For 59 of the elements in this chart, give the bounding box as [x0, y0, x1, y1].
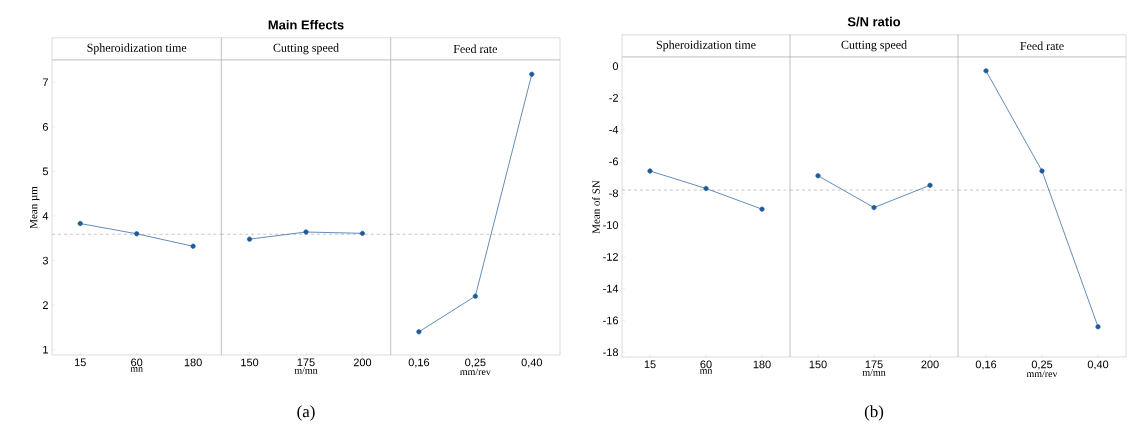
x-tick-label: 15 [74, 358, 86, 367]
y-axis-title: Mean of SN [591, 180, 600, 234]
x-axis-title: mn [699, 369, 713, 374]
point [759, 206, 765, 212]
point [190, 243, 196, 249]
x-tick-label: 200 [353, 358, 372, 367]
x-tick-label: 0,40 [1087, 360, 1109, 370]
chart-subtitle: Feed rate [453, 44, 497, 53]
y-axis-title: Mean µm [30, 186, 40, 229]
chart-subtitle: Cutting speed [273, 43, 339, 55]
x-tick-label: 180 [753, 360, 771, 369]
x-tick-label: 150 [241, 358, 259, 367]
text: (a) [297, 405, 315, 421]
y-tick-label: 2 [42, 301, 48, 309]
x-axis-title: mn [130, 367, 143, 372]
y-tick-label: -4 [609, 125, 619, 134]
x-tick-label: 175 [865, 360, 883, 369]
x-tick-label: 0,16 [408, 358, 430, 368]
y-tick-label: -16 [603, 316, 618, 325]
x-tick-label: 15 [644, 360, 656, 369]
y-tick-label: 0 [612, 62, 619, 70]
x-tick-label: 180 [184, 358, 202, 367]
point [703, 185, 709, 192]
y-tick-label: 1 [43, 345, 48, 354]
x-axis-title: mm/rev [1026, 370, 1058, 378]
y-tick-label: 7 [42, 78, 48, 87]
x-tick-label: 60 [700, 360, 712, 369]
x-tick-label: 200 [921, 360, 939, 369]
y-tick-label: -12 [603, 253, 618, 261]
y-tick-label: -14 [603, 284, 619, 293]
chart-title: S/N ratio [847, 16, 901, 27]
text: (b) [864, 405, 884, 421]
y-tick-label: 4 [42, 212, 49, 220]
x-tick-label: 150 [809, 360, 827, 369]
y-tick-label: 6 [42, 122, 48, 131]
y-tick-label: -18 [603, 348, 618, 357]
y-tick-label: -2 [609, 94, 618, 102]
point [77, 220, 83, 227]
y-tick-label: 5 [42, 167, 49, 176]
y-tick-label: -8 [609, 189, 618, 198]
chart-subtitle: Cutting speed [841, 40, 907, 52]
chart-subtitle: Spheroidization time [656, 40, 756, 52]
chart-subtitle: Feed rate [1020, 41, 1064, 50]
point [647, 168, 653, 174]
y-tick-label: -6 [609, 157, 618, 166]
y-tick-label: -10 [603, 221, 619, 229]
point [134, 231, 140, 237]
x-axis-title: mm/rev [460, 368, 491, 376]
chart-subtitle: Spheroidization time [87, 43, 187, 55]
x-tick-label: 0,16 [975, 360, 997, 370]
x-tick-label: 60 [131, 358, 143, 367]
x-tick-label: 175 [297, 358, 315, 367]
chart-title: Main Effects [268, 19, 344, 30]
y-tick-label: 3 [42, 256, 48, 265]
x-tick-label: 0,25 [1031, 360, 1053, 370]
x-tick-label: 0,40 [521, 358, 543, 368]
x-axis-title: m/mn [294, 367, 318, 374]
x-tick-label: 0,25 [465, 358, 486, 368]
x-axis-title: m/mn [862, 369, 886, 376]
